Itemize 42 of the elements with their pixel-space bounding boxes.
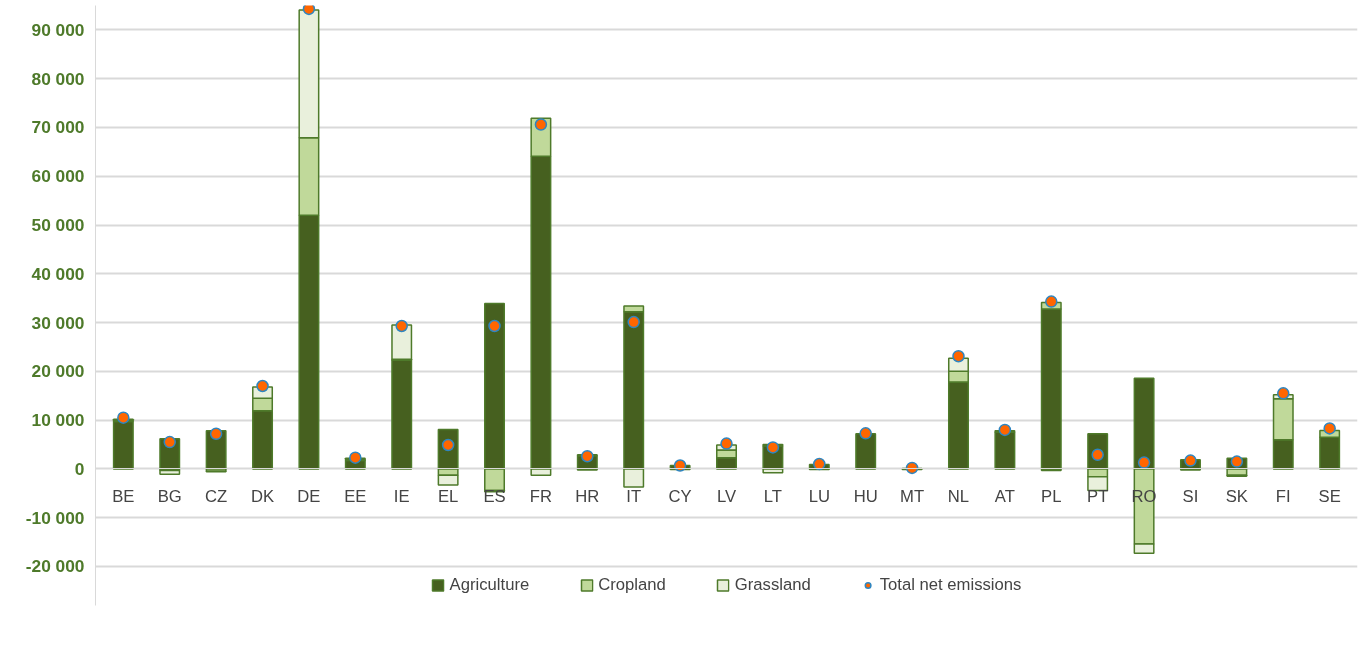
y-tick-label: 50 000	[31, 215, 85, 236]
x-tick-label: AT	[994, 486, 1015, 506]
y-tick-label: 10 000	[31, 410, 85, 431]
x-tick-label: BG	[157, 486, 182, 506]
legend-label: Total net emissions	[879, 575, 1022, 595]
y-tick-label: 60 000	[31, 166, 85, 187]
x-tick-label: FR	[529, 486, 553, 506]
x-tick-label: HU	[853, 486, 878, 506]
x-tick-label: IT	[626, 486, 642, 506]
x-tick-label: PL	[1041, 486, 1062, 506]
x-tick-label: LV	[716, 486, 737, 506]
x-tick-label: LT	[763, 486, 782, 506]
x-tick-label: HR	[575, 486, 600, 506]
legend-label: Agriculture	[449, 575, 530, 595]
x-tick-label: IE	[393, 486, 410, 506]
y-tick-label: 20 000	[31, 361, 85, 382]
x-tick-label: CY	[668, 486, 692, 506]
x-tick-label: SE	[1318, 486, 1341, 506]
y-tick-label: -10 000	[25, 507, 85, 528]
x-tick-label: NL	[947, 486, 970, 506]
x-tick-label: LU	[808, 486, 830, 506]
x-tick-label: DE	[297, 486, 321, 506]
legend-label: Cropland	[598, 575, 666, 595]
x-tick-label: SK	[1225, 486, 1248, 506]
x-tick-label: DK	[250, 486, 275, 506]
x-tick-label: SI	[1182, 486, 1199, 506]
x-tick-label: CZ	[205, 486, 228, 506]
y-tick-label: 40 000	[31, 263, 85, 284]
x-tick-label: BE	[112, 486, 135, 506]
x-tick-label: MT	[900, 486, 925, 506]
x-tick-label: EE	[344, 486, 367, 506]
legend-label: Grassland	[734, 575, 811, 595]
x-tick-label: PT	[1087, 486, 1109, 506]
x-tick-label: ES	[483, 486, 506, 506]
y-tick-label: 90 000	[31, 19, 85, 40]
y-tick-label: 70 000	[31, 117, 85, 138]
y-tick-label: 80 000	[31, 68, 85, 89]
x-tick-label: FI	[1275, 486, 1291, 506]
y-tick-label: 30 000	[31, 312, 85, 333]
y-tick-label: -20 000	[25, 556, 85, 577]
y-tick-label: 0	[74, 458, 85, 479]
x-tick-label: EL	[437, 486, 459, 506]
